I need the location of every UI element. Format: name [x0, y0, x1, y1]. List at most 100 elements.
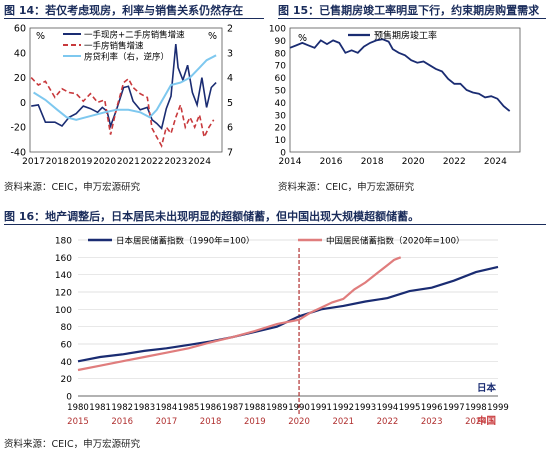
x-tick-label-japan: 1993 — [355, 403, 377, 413]
figure-16-title-rule — [4, 224, 546, 225]
y-tick-label: 0 — [280, 149, 286, 159]
series-line — [77, 256, 402, 372]
figure-15-source: 资料来源：CEIC，申万宏源研究 — [278, 182, 415, 193]
x-tick-label: 2020 — [93, 157, 116, 167]
x-tick-label: 2017 — [22, 157, 45, 167]
y-axis-unit: % — [298, 33, 307, 44]
y-tick-label-right: 6 — [227, 123, 233, 134]
legend-label: 房贷利率（右，逆序） — [84, 52, 169, 63]
y-tick-label-left: 60 — [14, 24, 26, 35]
x-tick-label: 2020 — [402, 157, 425, 167]
x-tick-label-china: 2021 — [332, 417, 354, 427]
x-tick-label-china: 2018 — [200, 417, 222, 427]
plot-frame — [29, 27, 223, 153]
series-line — [31, 44, 217, 130]
figure-14-title: 图 14：若仅考虑现房，利率与销售关系仍然存在 — [4, 4, 244, 17]
y-tick-label: 60 — [61, 341, 73, 351]
y-tick-label: 80 — [275, 49, 287, 59]
figure-16-source: 资料来源：CEIC，申万宏源研究 — [4, 439, 141, 450]
y-tick-label-left: 20 — [14, 73, 26, 84]
x-tick-label-japan: 1991 — [310, 403, 332, 413]
series-line — [30, 77, 215, 148]
series-line — [289, 38, 511, 112]
y-tick-label-right: 2 — [227, 24, 233, 35]
figure-15-title-rule — [278, 18, 546, 19]
y-axis-unit-right: % — [208, 31, 217, 42]
legend-label: 日本居民储蓄指数（1990年=100） — [116, 236, 254, 247]
figure-16-title: 图 16：地产调整后，日本居民未出现明显的超额储蓄，但中国出现大规模超额储蓄。 — [4, 210, 420, 223]
axis-label-china: 中国 — [477, 415, 496, 427]
x-tick-label-china: 2022 — [377, 417, 399, 427]
x-tick-label-japan: 1983 — [133, 403, 155, 413]
y-tick-label: 180 — [55, 237, 72, 247]
x-tick-label-japan: 1980 — [67, 403, 89, 413]
y-tick-label: 50 — [275, 87, 287, 97]
y-tick-label: 0 — [66, 393, 72, 403]
x-tick-label-japan: 1994 — [377, 403, 399, 413]
y-tick-label-left: 40 — [14, 48, 26, 59]
x-tick-label-china: 2015 — [67, 417, 89, 427]
y-tick-label: 10 — [275, 136, 287, 146]
x-tick-label-china: 2017 — [156, 417, 178, 427]
x-tick-label: 2018 — [361, 157, 384, 167]
x-tick-label-china: 2019 — [244, 417, 266, 427]
legend-label: 预售期房竣工率 — [374, 30, 437, 42]
plot-frame — [289, 27, 521, 153]
x-tick-label: 2014 — [279, 157, 302, 167]
series-line — [33, 54, 217, 121]
series-line — [77, 265, 499, 363]
figure-15-title: 图 15：已售期房竣工率明显下行，约束期房购置需求 — [278, 4, 540, 17]
y-tick-label: 140 — [55, 271, 72, 281]
y-tick-label: 20 — [275, 124, 287, 134]
x-tick-label: 2022 — [141, 157, 164, 167]
y-tick-label-right: 7 — [227, 148, 233, 159]
x-tick-label: 2019 — [70, 157, 93, 167]
y-tick-label: 20 — [61, 375, 73, 385]
y-tick-label-right: 5 — [227, 98, 233, 109]
x-tick-label-japan: 1981 — [89, 403, 111, 413]
legend-label: 一手房销售增速 — [84, 41, 144, 52]
y-tick-label: 30 — [275, 111, 287, 121]
x-tick-label: 2023 — [164, 157, 187, 167]
legend-label: 一手现房+二手房销售增速 — [84, 30, 185, 41]
y-tick-label-right: 3 — [227, 48, 233, 59]
x-tick-label: 2018 — [46, 157, 69, 167]
x-tick-label-japan: 1982 — [111, 403, 133, 413]
x-tick-label: 2024 — [188, 157, 211, 167]
y-tick-label: 90 — [275, 37, 287, 47]
x-tick-label: 2016 — [320, 157, 343, 167]
x-tick-label-japan: 1987 — [222, 403, 244, 413]
figure-14-source: 资料来源：CEIC，申万宏源研究 — [4, 182, 141, 193]
x-tick-label-china: 2016 — [111, 417, 133, 427]
y-tick-label: 40 — [275, 99, 287, 109]
x-tick-label-japan: 1997 — [443, 403, 465, 413]
y-tick-label-right: 4 — [227, 73, 233, 84]
x-tick-label-japan: 1988 — [244, 403, 266, 413]
x-tick-label-japan: 1995 — [399, 403, 421, 413]
x-tick-label: 2022 — [443, 157, 466, 167]
axis-label-japan: 日本 — [477, 382, 497, 394]
x-tick-label-china: 2024 — [465, 417, 487, 427]
figure-14-title-rule — [4, 18, 264, 19]
x-tick-label-japan: 1999 — [487, 403, 509, 413]
y-tick-label: 160 — [55, 254, 72, 264]
y-tick-label: 100 — [269, 25, 286, 35]
x-tick-label-japan: 1984 — [156, 403, 178, 413]
x-tick-label-china: 2023 — [421, 417, 443, 427]
y-axis-unit-left: % — [36, 31, 45, 42]
x-tick-label-japan: 1989 — [266, 403, 288, 413]
x-tick-label-japan: 1996 — [421, 403, 443, 413]
x-tick-label-japan: 1985 — [178, 403, 200, 413]
y-tick-label: 60 — [275, 74, 287, 84]
y-tick-label-left: -20 — [10, 123, 26, 134]
x-tick-label-china: 2020 — [288, 417, 310, 427]
y-tick-label: 100 — [55, 306, 72, 316]
legend-label: 中国居民储蓄指数（2020年=100） — [326, 236, 464, 247]
x-tick-label: 2021 — [117, 157, 140, 167]
x-tick-label: 2024 — [484, 157, 507, 167]
y-tick-label-left: -40 — [10, 148, 26, 159]
y-tick-label-left: 0 — [20, 98, 26, 109]
y-tick-label: 80 — [61, 323, 73, 333]
